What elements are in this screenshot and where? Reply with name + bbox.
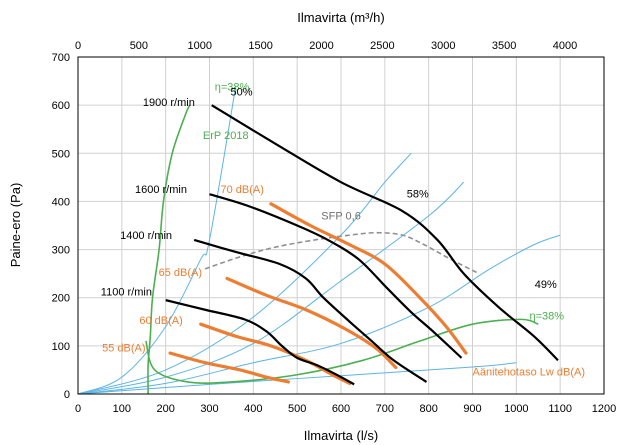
- annotation-label: 70 dB(A): [220, 184, 263, 196]
- annotation-label: 55 dB(A): [102, 343, 145, 355]
- x-tick-label: 700: [376, 403, 394, 415]
- system-curve: [77, 181, 465, 395]
- x-tick-label: 300: [200, 403, 218, 415]
- annotation-label: 1600 r/min: [135, 184, 187, 196]
- x2-tick-label: 4000: [553, 40, 577, 52]
- x2-tick-label: 1000: [188, 40, 212, 52]
- x-tick-label: 800: [419, 403, 437, 415]
- annotation-label: 50%: [231, 87, 253, 99]
- system-curve: [77, 362, 517, 395]
- x-tick-label: 1100: [548, 403, 572, 415]
- x-tick-label: 200: [156, 403, 174, 415]
- ticks: 0 100 200 300 400 500 600 700 800 900 1000 1100 1200…: [52, 40, 617, 415]
- grid: [78, 57, 604, 394]
- x-tick-label: 500: [288, 403, 306, 415]
- series: [77, 85, 561, 395]
- x-tick-label: 600: [332, 403, 350, 415]
- plot-frame: [77, 56, 605, 395]
- y-tick-label: 400: [52, 196, 70, 208]
- system-curve: [77, 152, 412, 395]
- fan-curve: [165, 299, 355, 386]
- annotation-label: 65 dB(A): [159, 267, 202, 279]
- annotation-label: SFP 0,6: [321, 211, 361, 223]
- y-tick-label: 300: [52, 245, 70, 257]
- annotation-label: 1100 r/min: [101, 286, 152, 298]
- fan-curve: [211, 104, 559, 362]
- x-tick-label: 1200: [592, 403, 616, 415]
- annotation-label: 58%: [407, 189, 429, 201]
- annotation-label: ErP 2018: [203, 130, 249, 142]
- noise-curve: [269, 202, 468, 355]
- system-curve: [77, 234, 561, 395]
- y-tick-label: 700: [52, 52, 70, 64]
- x2-tick-label: 0: [75, 40, 81, 52]
- x2-tick-label: 3500: [492, 40, 516, 52]
- y-tick-label: 500: [52, 148, 70, 160]
- x2-axis-title: Ilmavirta (m³/h): [297, 10, 384, 25]
- y-tick-label: 200: [52, 293, 70, 305]
- x2-tick-label: 2500: [370, 40, 394, 52]
- annotation-label: Äänitehotaso Lw dB(A): [473, 367, 586, 379]
- annotation-label: 1400 r/min: [120, 230, 172, 242]
- y-tick-label: 600: [52, 100, 70, 112]
- annotation-label: 49%: [535, 279, 557, 291]
- noise-curve: [168, 351, 290, 384]
- x-tick-label: 1000: [504, 403, 528, 415]
- annotation-label: η=38%: [529, 310, 564, 322]
- noise-curve: [225, 276, 398, 370]
- x-tick-label: 0: [75, 403, 81, 415]
- x-tick-label: 400: [244, 403, 262, 415]
- x2-tick-label: 500: [130, 40, 148, 52]
- x-axis-title: Ilmavirta (l/s): [304, 428, 378, 443]
- fan-curve: [209, 193, 463, 359]
- x2-tick-label: 3000: [431, 40, 455, 52]
- x-tick-label: 100: [113, 403, 131, 415]
- y-tick-label: 0: [64, 389, 70, 401]
- annotation-label: 60 dB(A): [139, 315, 182, 327]
- annotation-label: 1900 r/min: [143, 97, 195, 109]
- annotation-label: η=38%: [215, 82, 250, 94]
- y-axis-title: Paine-ero (Pa): [8, 183, 23, 268]
- y-tick-label: 100: [52, 341, 70, 353]
- x2-tick-label: 1500: [248, 40, 272, 52]
- x2-tick-label: 2000: [309, 40, 333, 52]
- sfp-curve: [204, 231, 480, 275]
- fan-curve: [193, 238, 428, 383]
- system-curve: [77, 85, 237, 395]
- x-tick-label: 900: [463, 403, 481, 415]
